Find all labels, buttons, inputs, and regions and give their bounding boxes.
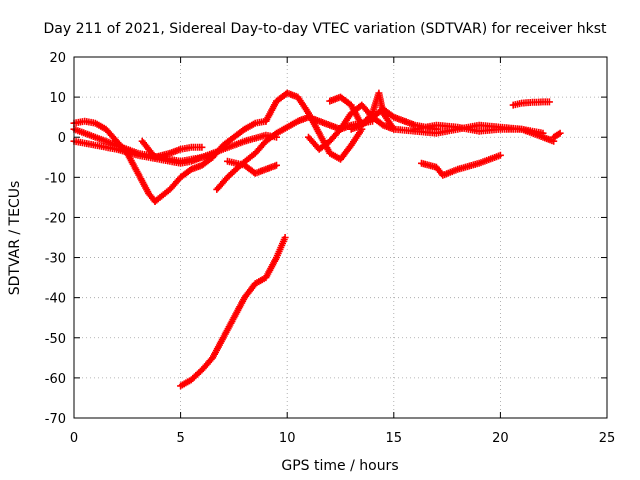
data-series-s8 (262, 89, 366, 163)
data-series-s15 (550, 129, 564, 141)
data-series-s13 (418, 151, 504, 179)
y-tick-label: -40 (45, 292, 66, 307)
y-tick-label: -50 (45, 332, 66, 347)
data-series-s12 (411, 121, 547, 137)
x-tick-label: 5 (176, 431, 184, 446)
y-tick-label: 10 (49, 91, 66, 106)
axis-ticks: 0 5 10 15 20 25 -70 -60 -50 -40 -30 -20 -10 0 10 20 (45, 51, 616, 446)
x-tick-label: 25 (599, 431, 616, 446)
chart-title: Day 211 of 2021, Sidereal Day-to-day VTE… (44, 21, 607, 37)
series-markers (418, 151, 504, 179)
series-markers (224, 157, 280, 177)
series-markers (411, 121, 547, 137)
x-axis-label: GPS time / hours (281, 458, 398, 474)
y-axis-label: SDTVAR / TECUs (7, 181, 23, 296)
series-markers (509, 98, 553, 109)
x-tick-label: 10 (279, 431, 296, 446)
series-markers (177, 234, 289, 390)
y-tick-label: -70 (45, 412, 66, 427)
y-tick-label: -60 (45, 372, 66, 387)
data-series-s5 (138, 137, 206, 161)
data-series-s7 (224, 157, 280, 177)
x-tick-label: 15 (386, 431, 403, 446)
data-series-s16 (177, 234, 289, 390)
y-tick-label: -30 (45, 252, 66, 267)
y-tick-label: -20 (45, 211, 66, 226)
x-tick-label: 0 (70, 431, 78, 446)
y-tick-label: -10 (45, 171, 66, 186)
series-markers (262, 89, 366, 163)
y-tick-label: 20 (49, 51, 66, 66)
plot-border (73, 56, 608, 419)
series-markers (138, 137, 206, 161)
x-tick-label: 20 (492, 431, 509, 446)
series-markers (550, 129, 564, 141)
data-series-s14 (509, 98, 553, 109)
data-series (70, 89, 564, 390)
y-tick-label: 0 (58, 131, 66, 146)
